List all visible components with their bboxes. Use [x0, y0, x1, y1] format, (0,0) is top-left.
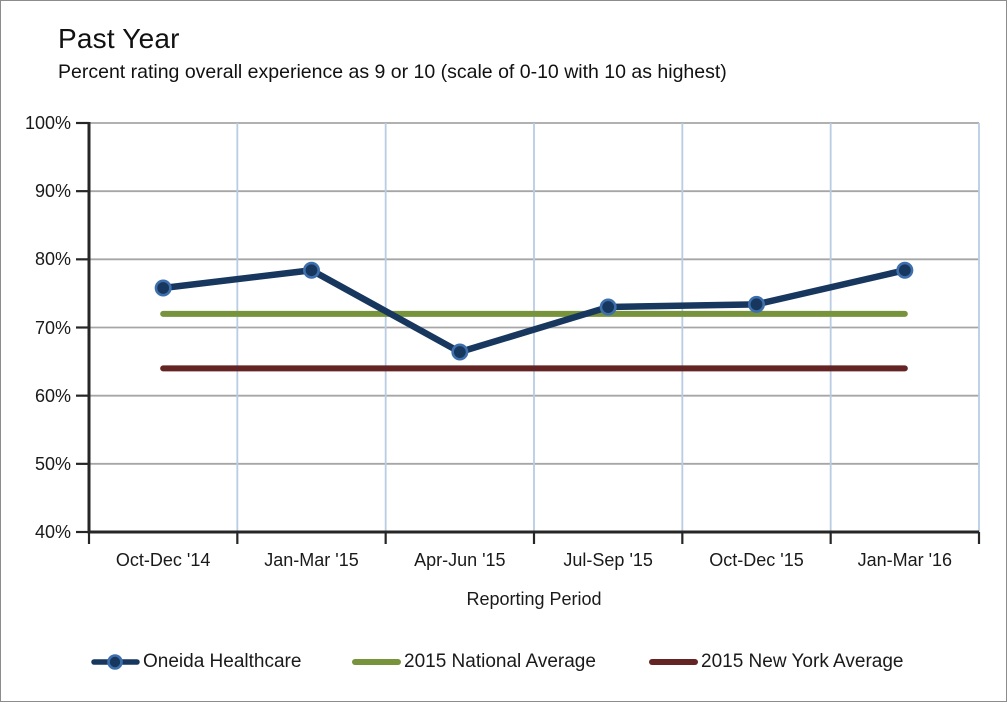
y-tick-label: 70% — [34, 317, 71, 338]
legend-swatch-line-icon — [352, 659, 401, 665]
legend-label: 2015 New York Average — [701, 651, 904, 672]
y-tick-label: 60% — [34, 385, 71, 406]
data-point-marker-oneida-healthcare — [154, 279, 172, 297]
series-line-oneida-healthcare — [159, 266, 909, 356]
y-tick-label: 50% — [34, 453, 71, 474]
chart-title: Past Year — [58, 23, 180, 54]
data-point-marker-oneida-healthcare — [896, 261, 914, 279]
x-tick-label: Jan-Mar '15 — [264, 550, 359, 570]
data-point-marker-oneida-healthcare — [747, 295, 765, 313]
x-tick-label: Oct-Dec '14 — [115, 550, 211, 570]
y-tick-label: 100% — [24, 113, 71, 133]
data-point-marker-oneida-healthcare — [599, 298, 617, 316]
data-point-marker-oneida-healthcare — [302, 261, 320, 279]
x-tick-label: Apr-Jun '15 — [414, 550, 506, 570]
legend-swatch-line-icon — [649, 659, 698, 665]
legend-item-2015-national-average: 2015 National Average — [352, 649, 596, 675]
chart-subtitle: Percent rating overall experience as 9 o… — [58, 61, 727, 83]
legend-label: 2015 National Average — [404, 651, 596, 672]
y-tick-label: 80% — [34, 249, 71, 270]
legend-item-2015-new-york-average: 2015 New York Average — [649, 649, 903, 675]
legend-item-oneida-healthcare: Oneida Healthcare — [91, 649, 301, 675]
legend-swatch-line-with-marker-icon — [91, 654, 140, 670]
x-tick-label: Jan-Mar '16 — [857, 550, 953, 570]
y-tick-label: 90% — [34, 181, 71, 202]
legend-label: Oneida Healthcare — [143, 651, 302, 672]
data-point-marker-oneida-healthcare — [451, 343, 469, 361]
x-tick-label: Jul-Sep '15 — [563, 550, 653, 570]
x-axis-title: Reporting Period — [466, 589, 602, 609]
y-tick-label: 40% — [34, 522, 71, 542]
x-tick-label: Oct-Dec '15 — [709, 550, 804, 570]
